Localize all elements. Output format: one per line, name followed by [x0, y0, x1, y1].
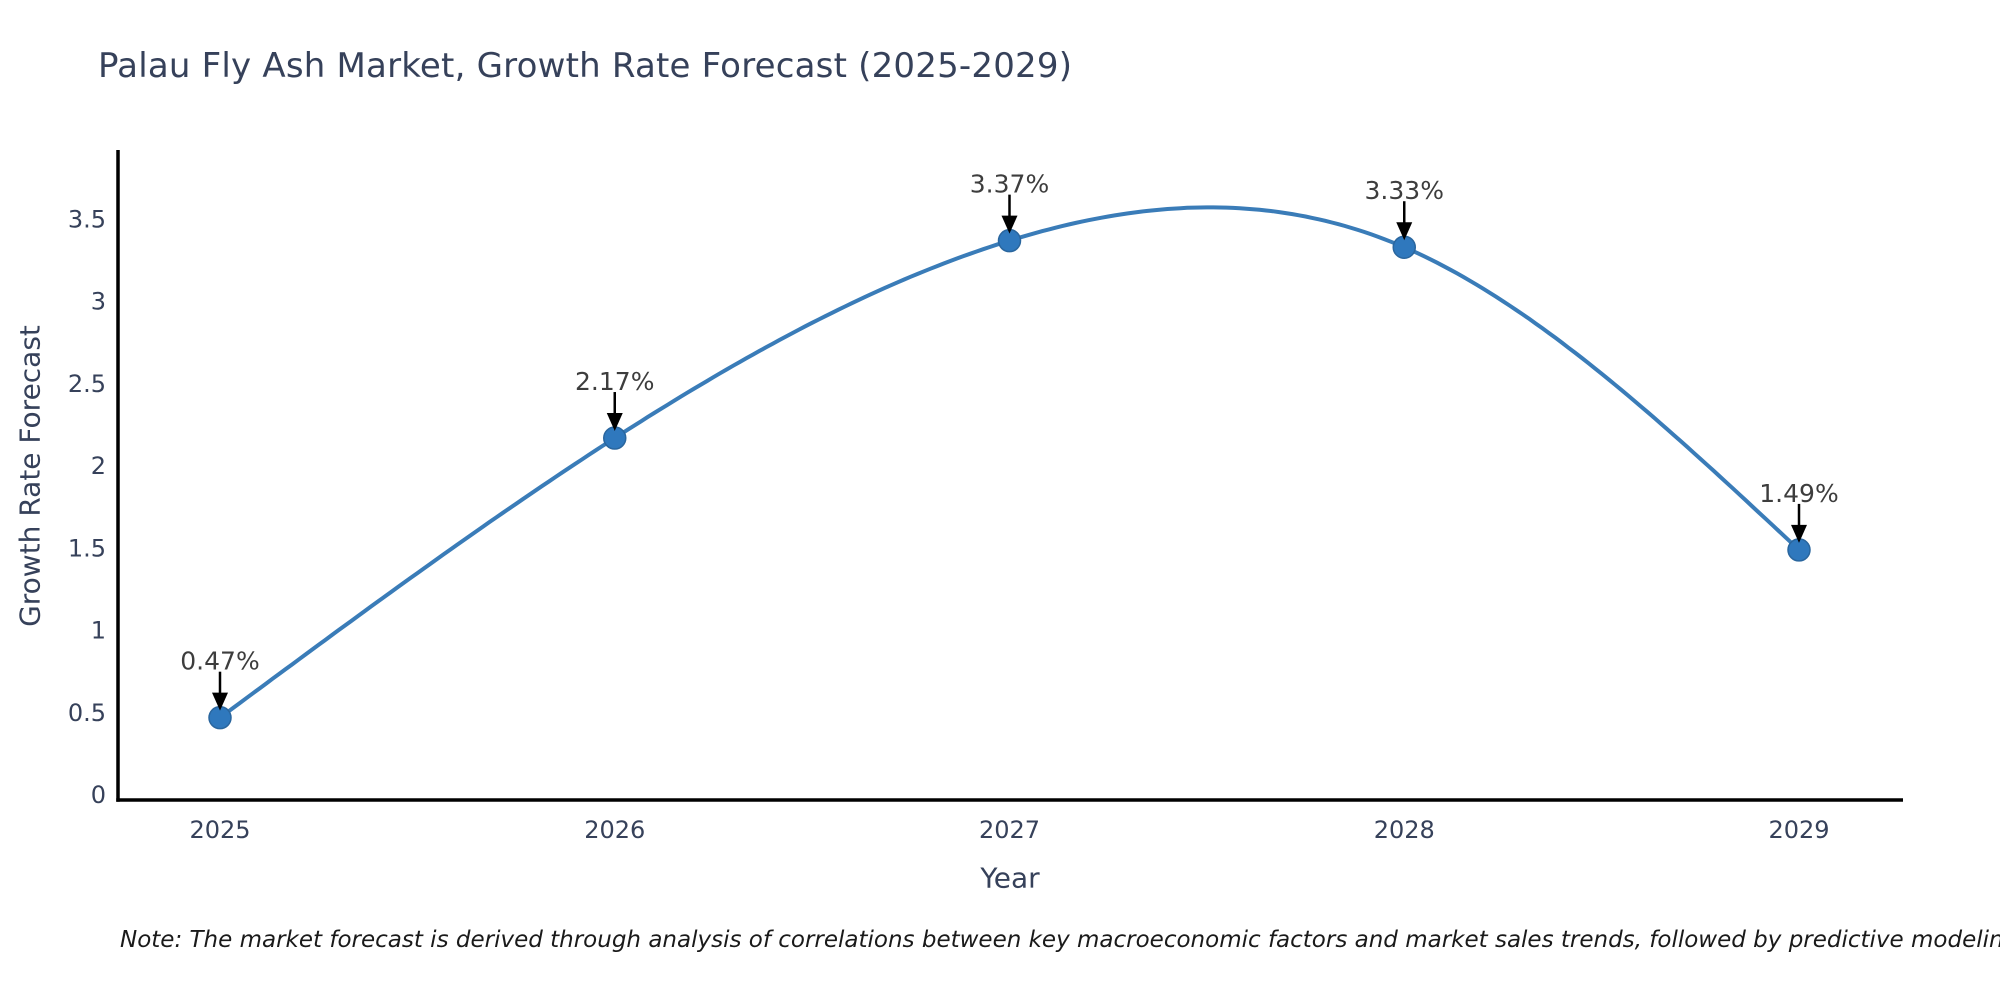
y-tick-label: 0.5 — [68, 699, 106, 727]
x-tick-label: 2026 — [584, 816, 645, 844]
annotation-arrowhead-icon — [212, 692, 228, 711]
data-point-label: 2.17% — [575, 367, 654, 396]
y-tick-label: 2.5 — [68, 370, 106, 398]
x-tick-label: 2025 — [189, 816, 250, 844]
annotation-arrowhead-icon — [606, 413, 623, 432]
data-point-label: 0.47% — [180, 647, 259, 676]
data-point-label: 3.33% — [1365, 176, 1444, 205]
data-point-label: 3.37% — [970, 170, 1049, 199]
annotation-arrowhead-icon — [1001, 215, 1018, 234]
y-tick-label: 1 — [91, 617, 106, 645]
footnote: Note: The market forecast is derived thr… — [120, 927, 2000, 953]
y-tick-label: 2 — [91, 452, 106, 480]
chart-title: Palau Fly Ash Market, Growth Rate Foreca… — [98, 46, 1073, 86]
annotation-arrowhead-icon — [1791, 524, 1807, 543]
y-tick-label: 1.5 — [68, 534, 106, 562]
x-tick-label: 2027 — [979, 816, 1040, 844]
y-tick-label: 3.5 — [68, 205, 106, 233]
series-line — [218, 205, 1801, 720]
y-tick-label: 0 — [91, 781, 106, 809]
x-axis-title: Year — [980, 861, 1040, 895]
data-point-label: 1.49% — [1759, 479, 1838, 508]
annotation-arrowhead-icon — [1396, 222, 1413, 241]
y-tick-label: 3 — [91, 288, 106, 316]
x-tick-label: 2029 — [1768, 816, 1829, 844]
x-tick-label: 2028 — [1374, 816, 1435, 844]
